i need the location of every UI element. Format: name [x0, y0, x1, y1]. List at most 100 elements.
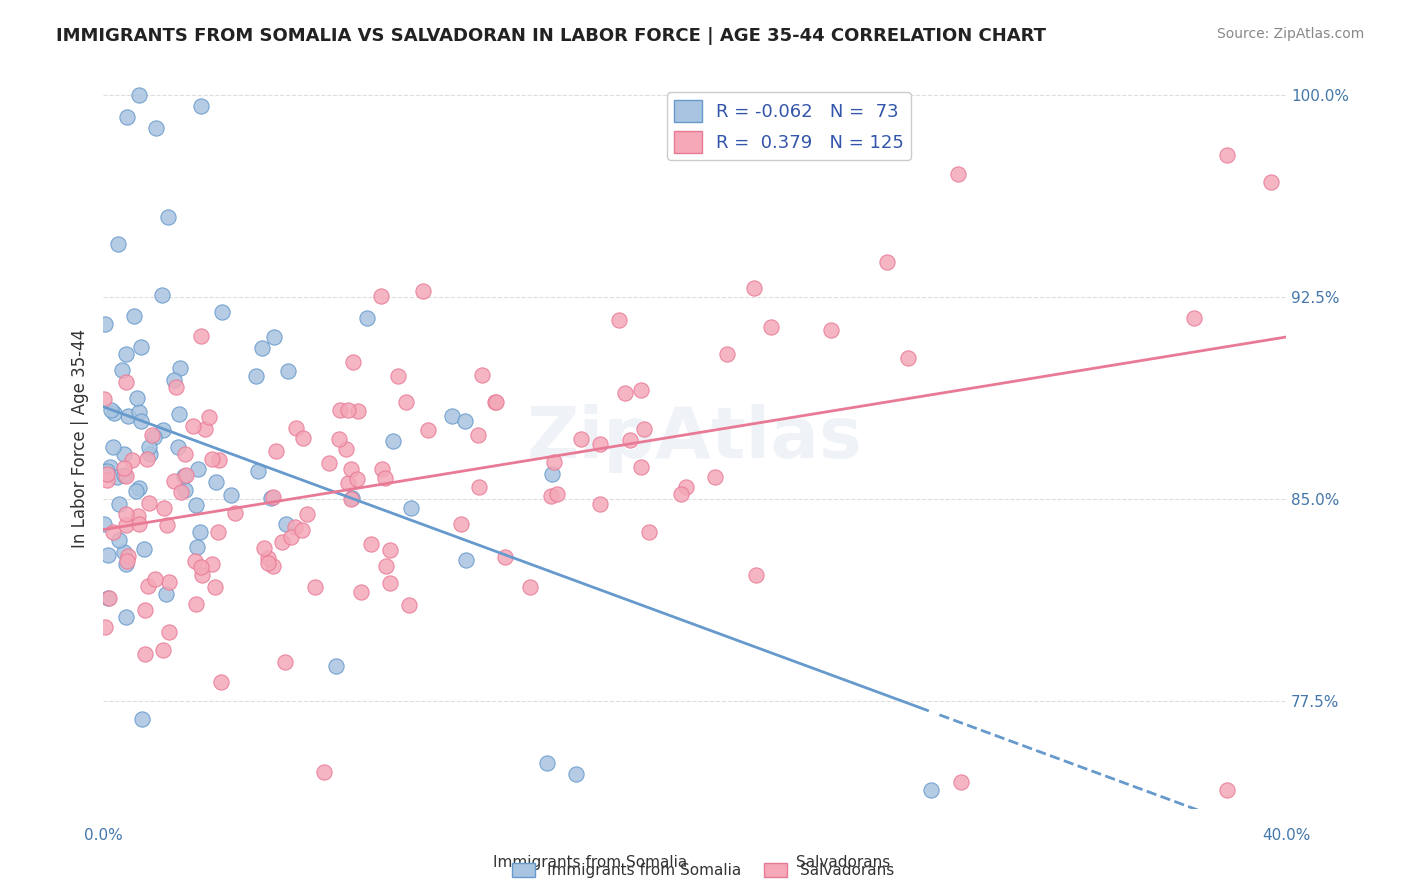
Legend: R = -0.062   N =  73, R =  0.379   N = 125: R = -0.062 N = 73, R = 0.379 N = 125 — [668, 93, 911, 160]
Point — [186, 540, 208, 554]
Point — [93, 516, 115, 531]
Point — [156, 517, 179, 532]
Point — [716, 347, 738, 361]
Point — [325, 659, 347, 673]
Point — [165, 380, 187, 394]
Point — [112, 461, 135, 475]
Point — [1260, 175, 1282, 189]
Text: IMMIGRANTS FROM SOMALIA VS SALVADORAN IN LABOR FORCE | AGE 35-44 CORRELATION CHA: IMMIGRANTS FROM SOMALIA VS SALVADORAN IN… — [56, 27, 1046, 45]
Point — [273, 655, 295, 669]
Point — [340, 491, 363, 505]
Point — [262, 559, 284, 574]
Point — [204, 580, 226, 594]
Legend: Immigrants from Somalia, Salvadorans: Immigrants from Somalia, Salvadorans — [506, 857, 900, 884]
Point — [157, 210, 180, 224]
Point — [157, 625, 180, 640]
Point — [337, 402, 360, 417]
Point — [188, 524, 211, 539]
Point — [157, 574, 180, 589]
Point — [112, 468, 135, 483]
Point — [167, 407, 190, 421]
Point — [759, 320, 782, 334]
Point — [134, 603, 156, 617]
Point — [453, 414, 475, 428]
Point — [138, 440, 160, 454]
Point — [115, 557, 138, 571]
Point — [328, 432, 350, 446]
Text: Immigrants from Somalia: Immigrants from Somalia — [494, 855, 688, 870]
Point — [97, 591, 120, 605]
Point — [108, 497, 131, 511]
Point — [920, 783, 942, 797]
Point — [98, 459, 121, 474]
Point — [245, 368, 267, 383]
Point — [101, 524, 124, 539]
Point — [197, 410, 219, 425]
Point — [370, 462, 392, 476]
Point — [115, 517, 138, 532]
Point — [411, 284, 433, 298]
Point — [395, 394, 418, 409]
Point — [128, 405, 150, 419]
Point — [107, 236, 129, 251]
Point — [342, 355, 364, 369]
Point — [382, 434, 405, 449]
Point — [107, 533, 129, 547]
Point — [485, 394, 508, 409]
Point — [209, 675, 232, 690]
Point — [280, 530, 302, 544]
Point — [122, 310, 145, 324]
Point — [378, 542, 401, 557]
Point — [152, 424, 174, 438]
Point — [263, 330, 285, 344]
Point — [536, 756, 558, 770]
Point — [191, 568, 214, 582]
Point — [335, 442, 357, 457]
Point — [114, 468, 136, 483]
Point — [173, 469, 195, 483]
Text: 0.0%: 0.0% — [84, 828, 122, 843]
Point — [153, 500, 176, 515]
Point — [633, 422, 655, 436]
Point — [174, 483, 197, 498]
Point — [337, 476, 360, 491]
Point — [136, 452, 159, 467]
Point — [360, 537, 382, 551]
Point — [820, 323, 842, 337]
Point — [163, 474, 186, 488]
Point — [347, 403, 370, 417]
Point — [194, 422, 217, 436]
Point — [1216, 783, 1239, 797]
Point — [1182, 311, 1205, 326]
Point — [540, 467, 562, 482]
Point — [219, 488, 242, 502]
Point — [312, 764, 335, 779]
Point — [128, 481, 150, 495]
Point — [166, 441, 188, 455]
Point — [139, 447, 162, 461]
Point — [112, 447, 135, 461]
Point — [1216, 147, 1239, 161]
Point — [256, 556, 278, 570]
Point — [284, 421, 307, 435]
Point — [543, 455, 565, 469]
Point — [131, 712, 153, 726]
Point — [128, 516, 150, 531]
Point — [141, 428, 163, 442]
Point — [127, 508, 149, 523]
Point — [340, 492, 363, 507]
Point — [117, 554, 139, 568]
Point — [190, 99, 212, 113]
Point — [252, 541, 274, 555]
Y-axis label: In Labor Force | Age 35-44: In Labor Force | Age 35-44 — [72, 329, 89, 549]
Point — [569, 432, 592, 446]
Point — [614, 385, 637, 400]
Point — [607, 313, 630, 327]
Point — [96, 473, 118, 487]
Point — [416, 424, 439, 438]
Point — [246, 465, 269, 479]
Point — [745, 567, 768, 582]
Point — [252, 341, 274, 355]
Point — [350, 585, 373, 599]
Point — [152, 643, 174, 657]
